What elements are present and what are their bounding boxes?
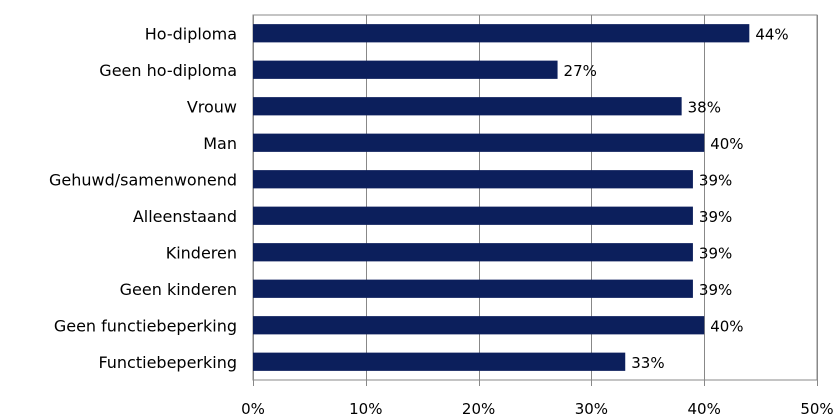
bar bbox=[253, 170, 693, 189]
value-label: 33% bbox=[631, 354, 664, 372]
x-tick-label: 40% bbox=[688, 400, 721, 418]
x-tick-label: 10% bbox=[349, 400, 382, 418]
x-axis-tick-labels: 0% 10% 20% 30% 40% 50% bbox=[241, 400, 834, 418]
category-label: Vrouw bbox=[187, 97, 237, 116]
value-label: 39% bbox=[699, 281, 732, 299]
bars bbox=[253, 24, 750, 371]
x-tick-label: 50% bbox=[800, 400, 833, 418]
value-label: 39% bbox=[699, 244, 732, 262]
bar bbox=[253, 24, 750, 43]
category-label: Geen kinderen bbox=[120, 280, 237, 299]
value-label: 39% bbox=[699, 208, 732, 226]
category-label: Man bbox=[203, 134, 237, 153]
bar bbox=[253, 206, 693, 225]
value-labels: 44% 27% 38% 40% 39% 39% 39% 39% 40% 33% bbox=[564, 25, 789, 372]
x-tick-label: 30% bbox=[575, 400, 608, 418]
category-label: Kinderen bbox=[166, 243, 237, 262]
value-label: 40% bbox=[710, 317, 743, 335]
category-label: Alleenstaand bbox=[133, 207, 237, 226]
value-label: 40% bbox=[710, 135, 743, 153]
category-labels: Ho-diploma Geen ho-diploma Vrouw Man Gehuwd/… bbox=[49, 24, 237, 372]
bar bbox=[253, 316, 705, 335]
category-label: Geen functiebeperking bbox=[54, 316, 237, 335]
category-label: Geen ho-diploma bbox=[99, 61, 237, 80]
x-tick-label: 0% bbox=[241, 400, 265, 418]
value-label: 39% bbox=[699, 171, 732, 189]
category-label: Functiebeperking bbox=[98, 353, 237, 372]
bar bbox=[253, 60, 558, 79]
bar bbox=[253, 352, 626, 371]
bar bbox=[253, 97, 682, 116]
category-label: Gehuwd/samenwonend bbox=[49, 170, 237, 189]
value-label: 38% bbox=[688, 98, 721, 116]
bar bbox=[253, 279, 693, 298]
bar bbox=[253, 133, 705, 152]
x-tick-label: 20% bbox=[462, 400, 495, 418]
bar bbox=[253, 243, 693, 262]
category-label: Ho-diploma bbox=[145, 24, 237, 43]
value-label: 27% bbox=[564, 62, 597, 80]
value-label: 44% bbox=[755, 25, 788, 43]
